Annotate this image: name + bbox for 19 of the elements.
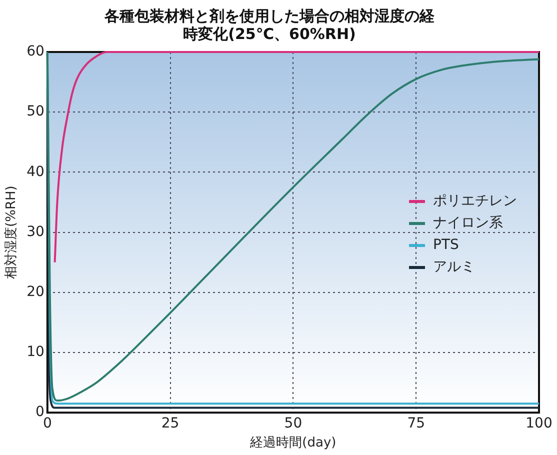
legend-label: ポリエチレン — [433, 192, 517, 211]
x-tick-label: 25 — [161, 416, 180, 432]
x-tick-label: 50 — [284, 416, 302, 432]
y-tick-label: 40 — [26, 164, 44, 180]
legend-label: PTS — [433, 236, 459, 255]
x-tick-label: 75 — [407, 416, 426, 432]
y-tick-label: 60 — [26, 44, 44, 60]
legend-label: アルミ — [433, 258, 475, 277]
legend-label: ナイロン系 — [433, 214, 503, 233]
y-tick-label: 50 — [26, 104, 44, 120]
y-tick-label: 20 — [26, 284, 44, 300]
y-tick-label: 10 — [26, 344, 44, 360]
x-axis-title: 経過時間(day) — [249, 436, 336, 451]
y-tick-label: 30 — [26, 224, 44, 240]
line-series — [54, 51, 540, 264]
y-axis-title: 相対湿度(%RH) — [3, 186, 20, 279]
y-tick-label: 0 — [35, 404, 44, 420]
chart-title: 各種包装材料と剤を使用した場合の相対湿度の経時変化(25℃、60%RH) — [104, 6, 436, 43]
x-tick-label: 100 — [526, 416, 552, 432]
